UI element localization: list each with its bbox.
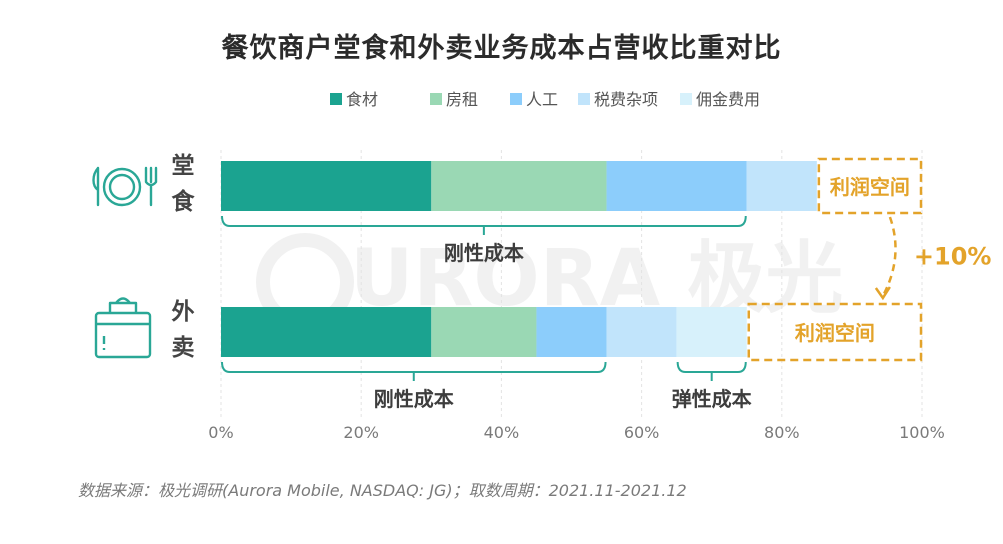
- category-label: 堂: [172, 153, 195, 179]
- delta-arrow: [881, 216, 897, 297]
- legend-swatch: [430, 93, 442, 105]
- profit-label: 利润空间: [830, 175, 910, 199]
- bracket-label: 刚性成本: [374, 387, 454, 411]
- source-note: 数据来源：极光调研(Aurora Mobile, NASDAQ: JG)；取数周…: [78, 481, 687, 500]
- bracket: [221, 361, 607, 373]
- legend-label: 人工: [526, 90, 558, 109]
- legend: 食材 房租 人工 税费杂项 佣金费用: [330, 90, 760, 109]
- x-tick-label: 40%: [484, 423, 520, 442]
- category-label: 卖: [172, 335, 195, 361]
- chart-title: 餐饮商户堂食和外卖业务成本占营收比重对比: [221, 33, 782, 64]
- legend-swatch: [330, 93, 342, 105]
- bar-segment: [676, 307, 747, 357]
- bar-segment: [431, 161, 607, 211]
- x-tick-label: 0%: [208, 423, 233, 442]
- legend-label: 税费杂项: [594, 90, 658, 109]
- x-tick-label: 20%: [343, 423, 379, 442]
- bar-segment: [606, 307, 677, 357]
- dine-in-icon: [92, 166, 158, 207]
- bar-segment: [431, 307, 537, 357]
- bracket: [221, 215, 747, 227]
- delta-label: +10%: [914, 243, 992, 271]
- bar-segment: [606, 161, 747, 211]
- bar-segment: [221, 307, 432, 357]
- bracket-label: 刚性成本: [444, 241, 524, 265]
- delta-arrowhead: [874, 286, 891, 301]
- legend-label: 佣金费用: [696, 90, 760, 109]
- bar-segment: [221, 161, 432, 211]
- x-tick-label: 100%: [899, 423, 945, 442]
- profit-label: 利润空间: [795, 321, 875, 345]
- bar-segment: [746, 161, 817, 211]
- takeaway-icon: [94, 297, 152, 359]
- legend-swatch: [578, 93, 590, 105]
- category-label: 食: [172, 188, 196, 215]
- legend-label: 房租: [446, 90, 478, 109]
- profit-box: [747, 302, 923, 362]
- profit-delta: +10%: [874, 216, 992, 301]
- bracket-label: 弹性成本: [672, 387, 752, 411]
- legend-swatch: [680, 93, 692, 105]
- legend-swatch: [510, 93, 522, 105]
- bar-segment: [536, 307, 607, 357]
- bracket: [676, 361, 747, 373]
- x-axis: 0% 20% 40% 60% 80% 100%: [208, 423, 945, 442]
- category-label: 外: [172, 298, 195, 325]
- bars: [221, 161, 817, 357]
- x-tick-label: 60%: [624, 423, 660, 442]
- x-tick-label: 80%: [764, 423, 800, 442]
- legend-label: 食材: [346, 90, 378, 109]
